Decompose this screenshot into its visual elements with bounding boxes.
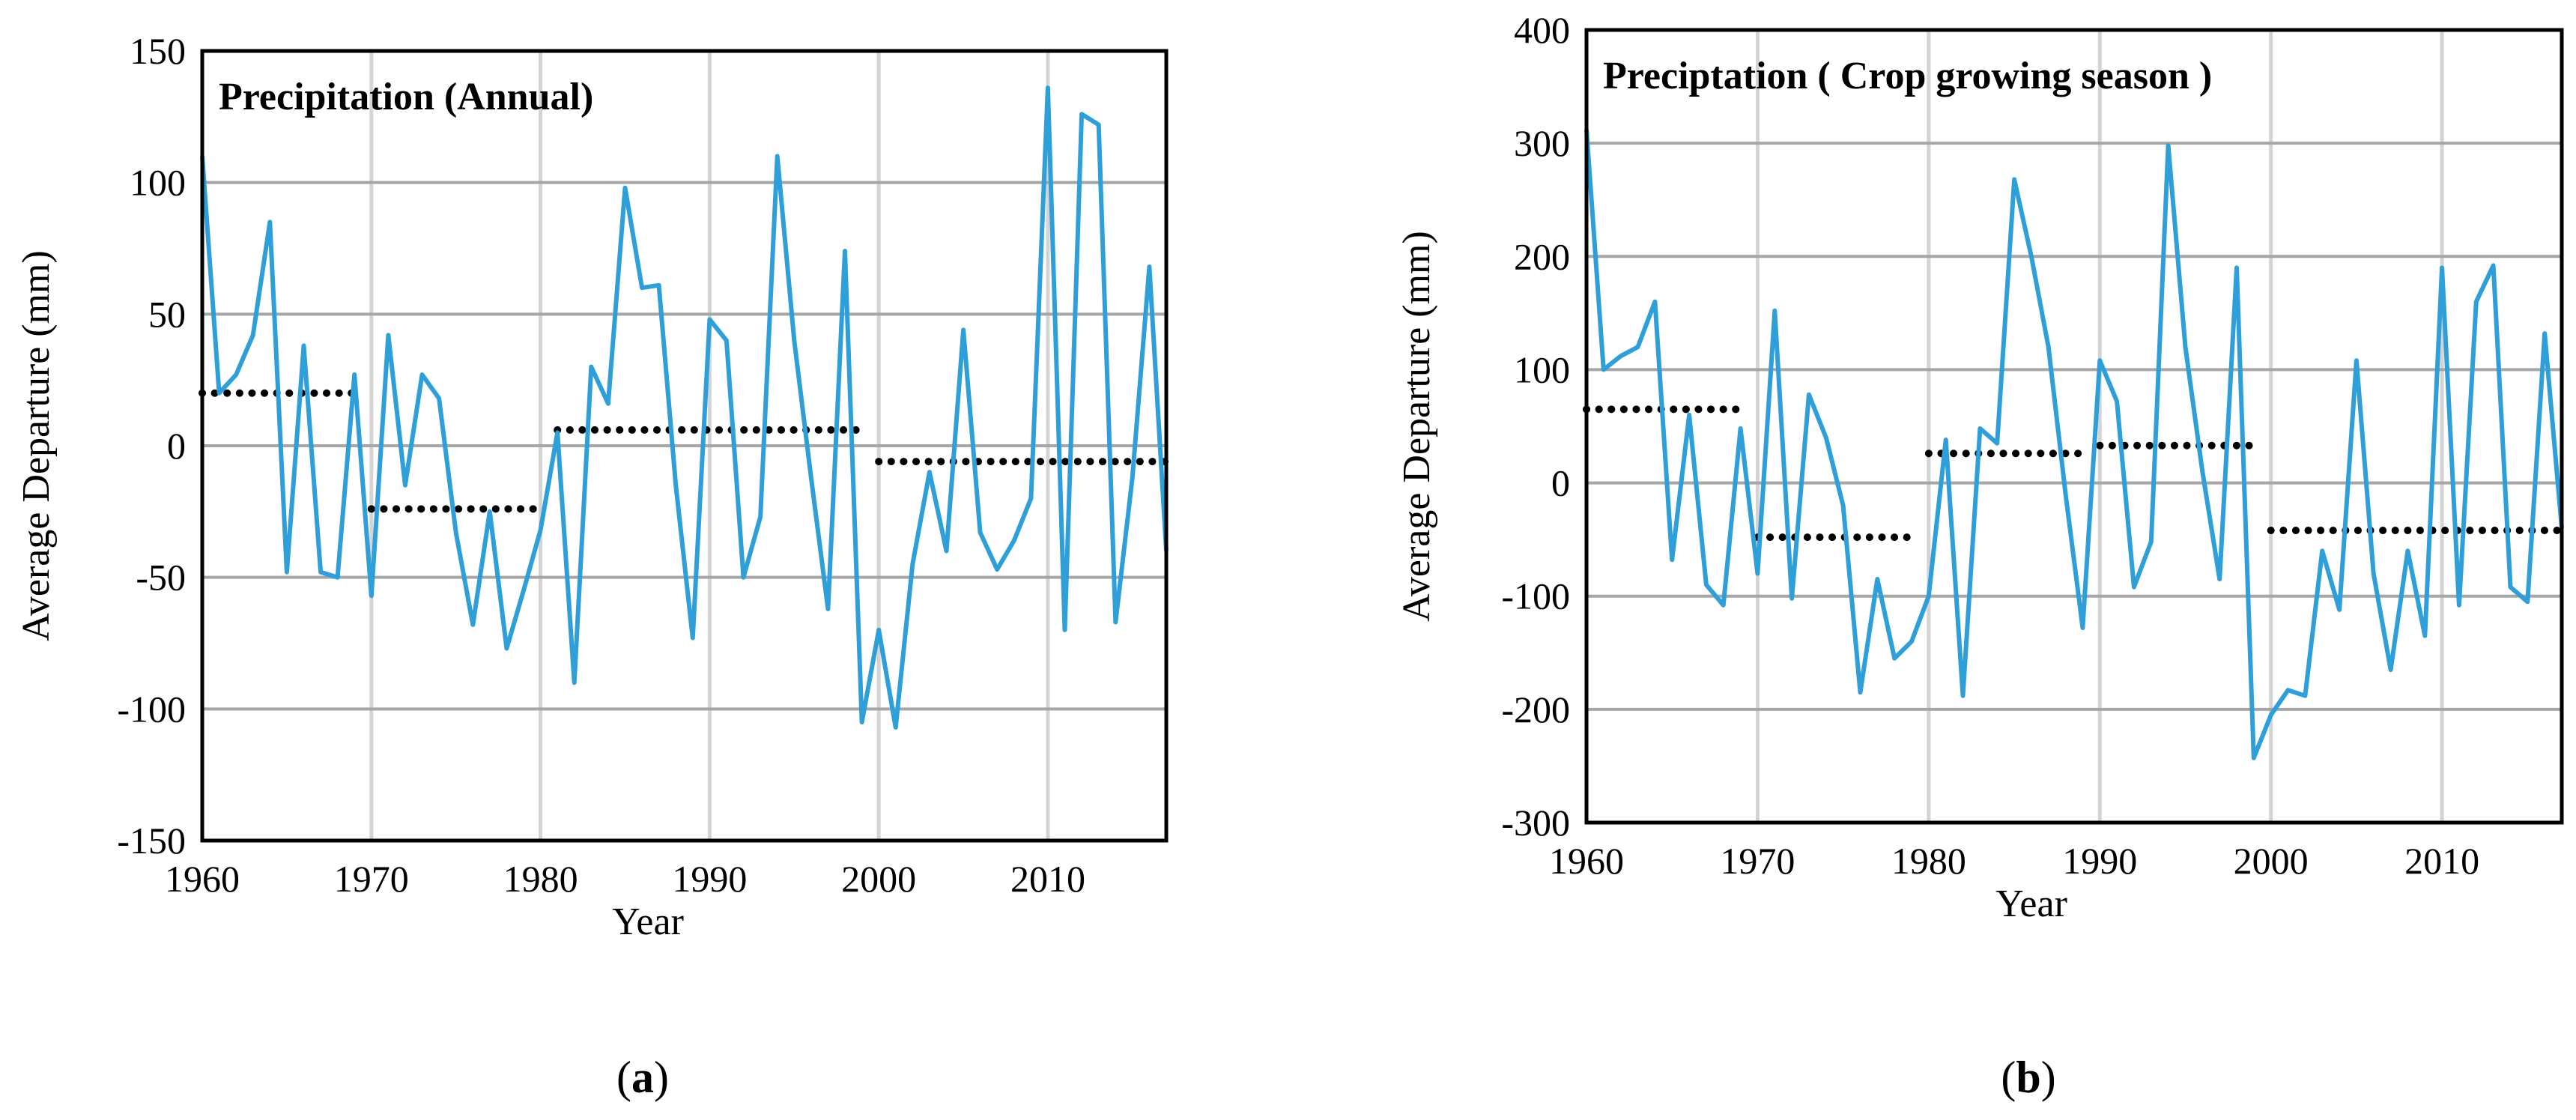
x-tick-label: 1970 — [1720, 840, 1795, 882]
panel-label-letter: a — [631, 1053, 654, 1102]
x-tick-label: 1980 — [1891, 840, 1966, 882]
chart-title: Precipitation (Annual) — [219, 76, 593, 118]
grid — [1586, 30, 2562, 823]
y-tick-label: 50 — [148, 293, 186, 335]
y-tick-label: -50 — [136, 557, 186, 599]
panel-label: (a) — [616, 1053, 669, 1102]
x-tick-label: 1970 — [334, 858, 409, 900]
x-tick-label: 1960 — [165, 858, 240, 900]
x-tick-label: 2000 — [2234, 840, 2309, 882]
x-tick-labels: 1960 1970 1980 1990 2000 2010 — [165, 858, 1085, 900]
x-tick-label: 2000 — [841, 858, 916, 900]
y-tick-label: -150 — [117, 820, 186, 862]
y-tick-labels: -300 -200 -100 0 100 200 300 400 — [1501, 9, 1570, 844]
precipitation-series-line — [200, 85, 1169, 730]
y-tick-label: 150 — [130, 30, 186, 72]
panel-label: (b) — [2001, 1053, 2055, 1102]
x-tick-label: 1960 — [1549, 840, 1624, 882]
precipitation-series-line — [1584, 129, 2564, 760]
x-axis-title: Year — [612, 900, 684, 943]
x-axis-title: Year — [1995, 883, 2067, 925]
panel-label-letter: b — [2016, 1053, 2040, 1102]
panel-label-open: ( — [2001, 1053, 2016, 1102]
y-axis-title: Average Departure (mm) — [1395, 231, 1438, 622]
y-tick-label: 0 — [167, 425, 186, 467]
y-tick-label: 100 — [130, 162, 186, 204]
y-tick-label: -200 — [1501, 688, 1570, 730]
chart-title: Preciptation ( Crop growing season ) — [1603, 55, 2212, 97]
grid — [202, 51, 1166, 841]
x-tick-label: 1990 — [2062, 840, 2137, 882]
y-tick-label: -300 — [1501, 802, 1570, 844]
y-tick-label: 400 — [1514, 9, 1570, 51]
plot-frame — [1584, 28, 2564, 825]
y-axis-title: Average Departure (mm) — [15, 250, 58, 641]
y-tick-label: 200 — [1514, 235, 1570, 277]
y-tick-label: 0 — [1551, 462, 1570, 504]
x-tick-label: 1980 — [503, 858, 578, 900]
panel-label-open: ( — [616, 1053, 631, 1102]
panel-label-close: ) — [2041, 1053, 2056, 1102]
x-tick-labels: 1960 1970 1980 1990 2000 2010 — [1549, 840, 2479, 882]
y-tick-label: -100 — [1501, 575, 1570, 617]
y-tick-label: 100 — [1514, 348, 1570, 390]
y-tick-labels: -150 -100 -50 0 50 100 150 — [117, 30, 186, 862]
x-tick-label: 1990 — [672, 858, 747, 900]
y-tick-label: -100 — [117, 688, 186, 730]
x-tick-label: 2010 — [1010, 858, 1085, 900]
chart-annual: -150 -100 -50 0 50 100 150 1960 1970 1980 1990 200… — [15, 30, 1170, 1102]
plot-frame — [200, 49, 1169, 843]
y-tick-label: 300 — [1514, 122, 1570, 164]
x-tick-label: 2010 — [2404, 840, 2479, 882]
panel-label-close: ) — [654, 1053, 669, 1102]
